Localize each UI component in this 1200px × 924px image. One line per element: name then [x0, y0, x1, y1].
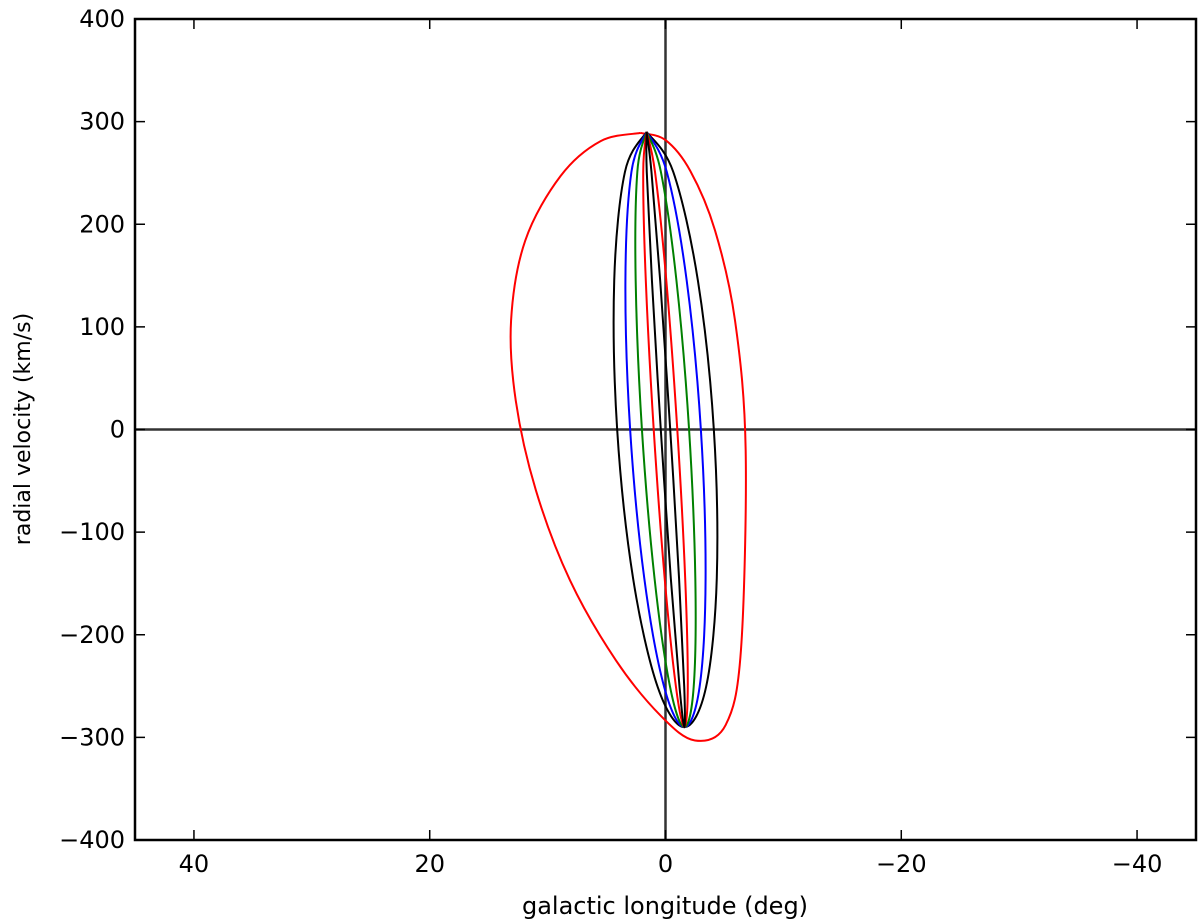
y-tick-label: 400: [79, 5, 125, 33]
x-tick-label: 20: [414, 850, 445, 878]
x-tick-label: −40: [1112, 850, 1163, 878]
y-tick-label: −300: [59, 723, 125, 751]
y-tick-label: −100: [59, 518, 125, 546]
x-tick-label: −20: [876, 850, 927, 878]
y-tick-label: −400: [59, 826, 125, 854]
x-tick-label: 40: [179, 850, 210, 878]
x-tick-label: 0: [658, 850, 673, 878]
y-tick-label: 100: [79, 313, 125, 341]
curve: [509, 131, 747, 742]
x-axis-label: galactic longitude (deg): [522, 892, 808, 920]
y-tick-label: 0: [110, 416, 125, 444]
y-tick-label: 300: [79, 108, 125, 136]
y-axis-label: radial velocity (km/s): [11, 313, 36, 545]
y-tick-label: −200: [59, 621, 125, 649]
curve: [645, 131, 686, 729]
y-tick-label: 200: [79, 210, 125, 238]
